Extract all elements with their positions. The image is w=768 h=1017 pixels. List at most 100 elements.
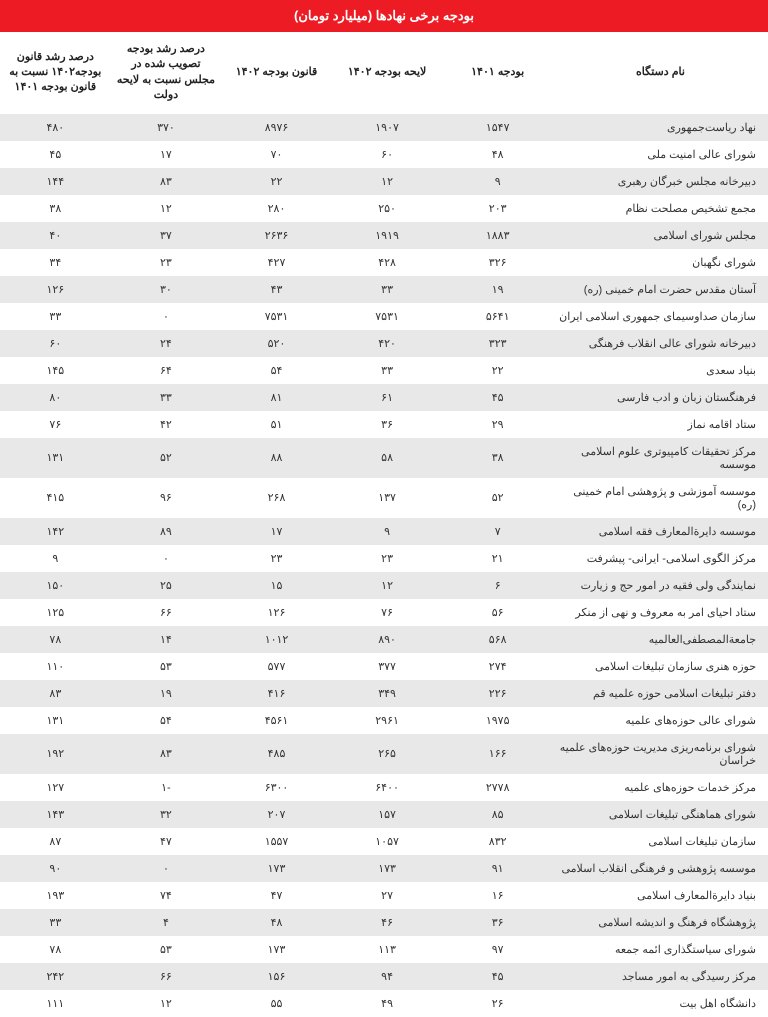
cell-value: ۸۰ <box>0 384 111 411</box>
table-row: نهاد ریاست‌جمهوری۱۵۴۷۱۹۰۷۸۹۷۶۳۷۰۴۸۰ <box>0 114 768 141</box>
cell-value: ۲۶ <box>442 990 553 1017</box>
cell-value: ۷۸ <box>0 626 111 653</box>
cell-value: ۳۸ <box>442 438 553 478</box>
cell-value: ۷۶ <box>332 599 443 626</box>
cell-value: ۴۲۸ <box>332 249 443 276</box>
cell-name: فرهنگستان زبان و ادب فارسی <box>553 384 768 411</box>
cell-value: ۶۴ <box>111 357 222 384</box>
cell-value: ۱۲۶ <box>0 276 111 303</box>
cell-value: ۳۳ <box>332 357 443 384</box>
cell-value: ۴۸۵ <box>221 734 332 774</box>
cell-value: ۵۶۸ <box>442 626 553 653</box>
cell-value: ۴۶ <box>332 909 443 936</box>
cell-value: ۱۴۳ <box>0 801 111 828</box>
table-row: حوزه هنری سازمان تبلیغات اسلامی۲۷۴۳۷۷۵۷۷… <box>0 653 768 680</box>
table-row: سازمان صداوسیمای جمهوری اسلامی ایران۵۶۴۱… <box>0 303 768 330</box>
cell-name: بنیاد دایرةالمعارف اسلامی <box>553 882 768 909</box>
cell-name: نهاد ریاست‌جمهوری <box>553 114 768 141</box>
cell-name: بنیاد سعدی <box>553 357 768 384</box>
cell-value: ۲۸۰ <box>221 195 332 222</box>
table-row: مرکز خدمات حوزه‌های علمیه۲۷۷۸۶۴۰۰۶۳۰۰-۱۱… <box>0 774 768 801</box>
cell-value: ۵۳ <box>111 653 222 680</box>
cell-value: ۳۳ <box>332 276 443 303</box>
cell-value: ۴۲ <box>111 411 222 438</box>
cell-name: دفتر تبلیغات اسلامی حوزه علمیه قم <box>553 680 768 707</box>
table-row: جامعةالمصطفی‌العالمیه۵۶۸۸۹۰۱۰۱۲۱۴۷۸ <box>0 626 768 653</box>
table-row: مرکز الگوی اسلامی- ایرانی- پیشرفت۲۱۲۳۲۳۰… <box>0 545 768 572</box>
cell-value: ۵۴ <box>221 357 332 384</box>
cell-value: ۵۶۴۱ <box>442 303 553 330</box>
cell-name: پژوهشگاه فرهنگ و اندیشه اسلامی <box>553 909 768 936</box>
cell-value: ۳۲ <box>111 801 222 828</box>
cell-value: ۵۱ <box>221 411 332 438</box>
cell-name: مرکز تحقیقات کامپیوتری علوم اسلامی موسسه <box>553 438 768 478</box>
cell-value: ۷۶ <box>0 411 111 438</box>
cell-name: سازمان تبلیغات اسلامی <box>553 828 768 855</box>
cell-value: ۸۳ <box>111 734 222 774</box>
cell-name: مجلس شورای اسلامی <box>553 222 768 249</box>
cell-value: ۰ <box>111 545 222 572</box>
cell-value: ۳۴۹ <box>332 680 443 707</box>
cell-value: ۱۶ <box>442 882 553 909</box>
cell-value: ۴۳ <box>221 276 332 303</box>
cell-value: ۱۵۴۷ <box>442 114 553 141</box>
cell-value: -۱ <box>111 774 222 801</box>
cell-value: ۶۶ <box>111 599 222 626</box>
cell-value: ۱۲۵ <box>0 599 111 626</box>
cell-value: ۴۱۵ <box>0 478 111 518</box>
cell-value: ۴۹ <box>332 990 443 1017</box>
cell-value: ۸۳ <box>111 168 222 195</box>
cell-name: موسسه پژوهشی و فرهنگی انقلاب اسلامی <box>553 855 768 882</box>
cell-value: ۸۹۷۶ <box>221 114 332 141</box>
table-row: دبیرخانه مجلس خبرگان رهبری۹۱۲۲۲۸۳۱۴۴ <box>0 168 768 195</box>
col-header-growth-bill: درصد رشد بودجه تصویب شده در مجلس نسبت به… <box>111 32 222 114</box>
cell-value: ۳۷۷ <box>332 653 443 680</box>
table-row: موسسه پژوهشی و فرهنگی انقلاب اسلامی۹۱ ۱۷۳… <box>0 855 768 882</box>
cell-value: ۷ <box>442 518 553 545</box>
cell-value: ۱۴۵ <box>0 357 111 384</box>
cell-value: ۷۵۳۱ <box>332 303 443 330</box>
cell-value: ۸۷ <box>0 828 111 855</box>
cell-name: مجمع تشخیص مصلحت نظام <box>553 195 768 222</box>
cell-value: ۱۱۳ <box>332 936 443 963</box>
cell-value: ۲۳ <box>332 545 443 572</box>
table-body: نهاد ریاست‌جمهوری۱۵۴۷۱۹۰۷۸۹۷۶۳۷۰۴۸۰شورای… <box>0 114 768 1017</box>
cell-value: ۴۸ <box>442 141 553 168</box>
cell-value: ۳۲۳ <box>442 330 553 357</box>
cell-value: ۴۵ <box>0 141 111 168</box>
cell-value: ۱۹ <box>111 680 222 707</box>
cell-name: ستاد اقامه نماز <box>553 411 768 438</box>
cell-value: ۵۳ <box>111 936 222 963</box>
cell-value: ۲۴۲ <box>0 963 111 990</box>
cell-value: ۴۵۶۱ <box>221 707 332 734</box>
cell-name: دبیرخانه شورای عالی انقلاب فرهنگی <box>553 330 768 357</box>
cell-value: ۸۳ <box>0 680 111 707</box>
cell-value: ۵۶ <box>442 599 553 626</box>
cell-value: ۲۲ <box>221 168 332 195</box>
cell-value: ۱۳۱ <box>0 438 111 478</box>
cell-value: ۹۱ <box>442 855 553 882</box>
cell-value: ۵۵ <box>221 990 332 1017</box>
table-row: آستان مقدس حضرت امام خمینی (ره)۱۹۳۳۴۳۳۰۱… <box>0 276 768 303</box>
cell-value: ۲۳ <box>111 249 222 276</box>
cell-value: ۱۳۷ <box>332 478 443 518</box>
cell-value: ۱۵۰ <box>0 572 111 599</box>
cell-value: ۱۷۳ <box>221 855 332 882</box>
cell-value: ۱۵ <box>221 572 332 599</box>
table-row: سازمان تبلیغات اسلامی۸۳۲۱۰۵۷۱۵۵۷۴۷۸۷ <box>0 828 768 855</box>
cell-value: ۵۲ <box>442 478 553 518</box>
table-row: شورای نگهبان۳۲۶۴۲۸۴۲۷۲۳۳۴ <box>0 249 768 276</box>
cell-value: ۸۹۰ <box>332 626 443 653</box>
cell-value: ۴۸ <box>221 909 332 936</box>
cell-value: ۶۰ <box>332 141 443 168</box>
cell-value: ۳۸ <box>0 195 111 222</box>
cell-name: شورای عالی امنیت ملی <box>553 141 768 168</box>
cell-name: جامعةالمصطفی‌العالمیه <box>553 626 768 653</box>
cell-value: ۱۹۲ <box>0 734 111 774</box>
cell-value: ۵۲۰ <box>221 330 332 357</box>
table-row: مجمع تشخیص مصلحت نظام۲۰۳۲۵۰۲۸۰۱۲۳۸ <box>0 195 768 222</box>
cell-name: حوزه هنری سازمان تبلیغات اسلامی <box>553 653 768 680</box>
cell-value: ۶۰ <box>0 330 111 357</box>
table-row: موسسه دایرةالمعارف فقه اسلامی۷۹۱۷۸۹۱۴۲ <box>0 518 768 545</box>
table-row: شورای عالی امنیت ملی۴۸۶۰۷۰۱۷۴۵ <box>0 141 768 168</box>
